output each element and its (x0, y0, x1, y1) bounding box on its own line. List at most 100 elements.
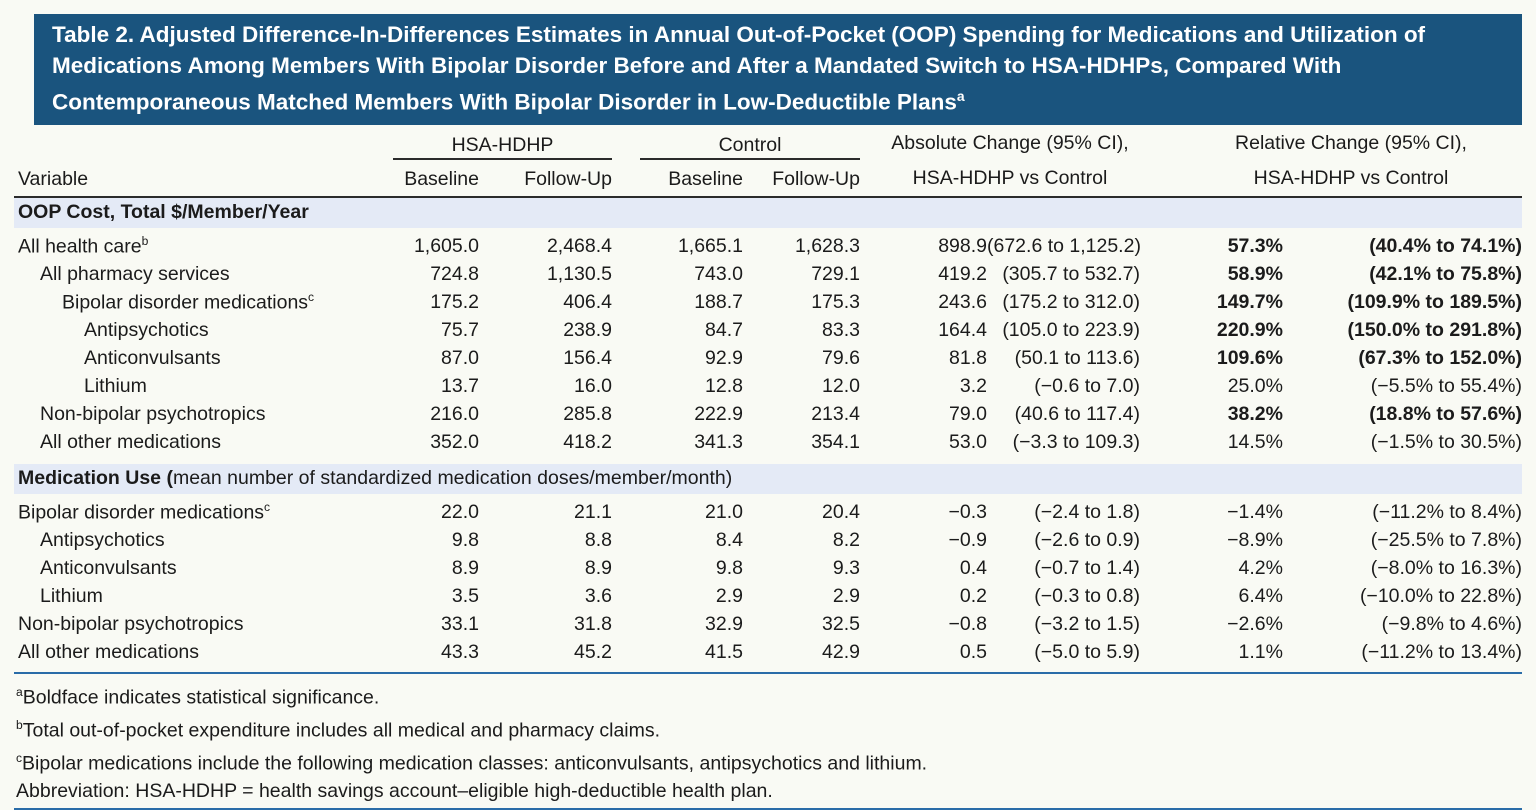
cell-abs-change: −0.9 (948, 529, 988, 551)
cell-control-baseline: 8.4 (715, 529, 743, 551)
table-row: All other medications 43.3 45.2 41.5 42.9 0.5… (14, 639, 1522, 667)
cell-rel-ci: (−8.0% to 16.3%) (1370, 557, 1522, 579)
row-label: Anticonvulsants (40, 557, 177, 579)
footnote-abbreviation-text: Abbreviation: HSA-HDHP = health savings … (16, 779, 773, 802)
column-header-hsa-baseline: Baseline (404, 167, 479, 190)
cell-abs-ci: (−3.2 to 1.5) (1034, 613, 1140, 635)
cell-hsa-baseline: 724.8 (430, 263, 479, 285)
cell-hsa-baseline: 75.7 (441, 319, 479, 341)
cell-rel-change: 25.0% (1227, 375, 1283, 397)
cell-control-followup: 79.6 (822, 347, 860, 369)
cell-hsa-baseline: 175.2 (430, 291, 479, 313)
cell-rel-ci: (−5.5% to 55.4%) (1370, 375, 1522, 397)
cell-rel-ci: (42.1% to 75.8%) (1369, 263, 1522, 285)
cell-hsa-baseline: 9.8 (451, 529, 479, 551)
cell-control-baseline: 1,665.1 (677, 235, 743, 257)
cell-hsa-baseline: 1,605.0 (413, 235, 479, 257)
cell-hsa-followup: 16.0 (574, 375, 612, 397)
table-title-bar: Table 2. Adjusted Difference-In-Differen… (34, 14, 1522, 125)
cell-hsa-followup: 418.2 (563, 431, 612, 453)
cell-rel-change: −1.4% (1227, 501, 1283, 523)
row-label: Lithium (84, 375, 147, 397)
cell-abs-ci: (−0.3 to 0.8) (1034, 585, 1140, 607)
footnote-c-marker: c (16, 750, 23, 765)
cell-rel-ci: (150.0% to 291.8%) (1347, 319, 1522, 341)
cell-rel-change: 1.1% (1238, 641, 1283, 663)
footnote-b-marker: b (16, 717, 23, 732)
cell-control-baseline: 188.7 (694, 291, 743, 313)
cell-abs-change: 0.4 (959, 557, 987, 579)
cell-abs-change: −0.8 (948, 613, 988, 635)
absolute-change-line2: HSA-HDHP vs Control (912, 166, 1108, 189)
cell-rel-change: 6.4% (1238, 585, 1283, 607)
column-header-variable: Variable (18, 167, 89, 190)
cell-hsa-baseline: 216.0 (430, 403, 479, 425)
table-row: Lithium 3.5 3.6 2.9 2.9 0.2 (−0.3 to 0.8) 6.4% (… (14, 583, 1522, 611)
footnotes: aBoldface indicates statistical signific… (14, 674, 1522, 806)
cell-abs-ci: (−5.0 to 5.9) (1034, 641, 1140, 663)
cell-abs-ci: (305.7 to 532.7) (1002, 263, 1140, 285)
cell-rel-change: −8.9% (1227, 529, 1283, 551)
row-label: Bipolar disorder medicationsc (18, 500, 271, 524)
cell-control-followup: 175.3 (811, 291, 860, 313)
cell-hsa-baseline: 3.5 (451, 585, 479, 607)
table-row: Non-bipolar psychotropics 33.1 31.8 32.9 32.… (14, 611, 1522, 639)
cell-abs-ci: (−0.7 to 1.4) (1034, 557, 1140, 579)
cell-abs-change: 3.2 (959, 375, 987, 397)
cell-hsa-followup: 8.8 (584, 529, 612, 551)
cell-hsa-followup: 238.9 (563, 319, 612, 341)
cell-abs-ci: (672.6 to 1,125.2) (987, 235, 1141, 257)
footnote-a-text: Boldface indicates statistical significa… (22, 686, 380, 708)
footnote-abbreviation: Abbreviation: HSA-HDHP = health savings … (16, 778, 1522, 806)
cell-rel-change: 109.6% (1216, 347, 1283, 369)
cell-abs-ci: (−2.4 to 1.8) (1034, 501, 1140, 523)
absolute-change-line1: Absolute Change (95% CI), (891, 131, 1129, 154)
cell-control-followup: 2.9 (832, 585, 860, 607)
cell-rel-ci: (40.4% to 74.1%) (1369, 235, 1522, 257)
cell-control-baseline: 341.3 (694, 431, 743, 453)
table-header: Variable HSA-HDHP Control Baseline Follo… (14, 130, 1522, 198)
row-label: Lithium (40, 585, 103, 607)
cell-rel-ci: (18.8% to 57.6%) (1369, 403, 1522, 425)
cell-hsa-followup: 3.6 (584, 585, 612, 607)
section-header: Medication Use (mean number of standardi… (14, 463, 1522, 494)
column-header-relative-change: Relative Change (95% CI), HSA-HDHP vs Co… (1140, 130, 1522, 196)
footnote-c-text: Bipolar medications include the followin… (22, 752, 928, 774)
cell-rel-ci: (109.9% to 189.5%) (1347, 291, 1522, 313)
cell-abs-change: 243.6 (938, 291, 987, 313)
cell-control-baseline: 743.0 (694, 263, 743, 285)
cell-control-baseline: 21.0 (705, 501, 743, 523)
cell-control-followup: 12.0 (822, 375, 860, 397)
cell-abs-change: 419.2 (938, 263, 987, 285)
column-header-control-baseline: Baseline (668, 167, 743, 190)
cell-rel-ci: (67.3% to 152.0%) (1358, 347, 1522, 369)
row-label: Antipsychotics (40, 529, 165, 551)
footnote-b-text: Total out-of-pocket expenditure includes… (22, 719, 661, 741)
section-header: OOP Cost, Total $/Member/Year (14, 197, 1522, 228)
table-title-superscript: a (956, 88, 965, 104)
cell-rel-change: 149.7% (1216, 291, 1283, 313)
cell-rel-ci: (−1.5% to 30.5%) (1370, 431, 1522, 453)
relative-change-line1: Relative Change (95% CI), (1235, 131, 1467, 154)
cell-hsa-followup: 285.8 (563, 403, 612, 425)
cell-control-baseline: 41.5 (705, 641, 743, 663)
cell-hsa-baseline: 352.0 (430, 431, 479, 453)
table-body: OOP Cost, Total $/Member/Year All health … (14, 197, 1522, 667)
cell-control-followup: 83.3 (822, 319, 860, 341)
cell-rel-ci: (−11.2% to 8.4%) (1372, 501, 1522, 523)
cell-control-followup: 354.1 (811, 431, 860, 453)
cell-abs-ci: (−3.3 to 109.3) (1012, 431, 1140, 453)
cell-rel-ci: (−10.0% to 22.8%) (1359, 585, 1522, 607)
cell-abs-change: 0.5 (959, 641, 987, 663)
cell-hsa-baseline: 22.0 (441, 501, 479, 523)
row-label: All pharmacy services (40, 263, 230, 285)
cell-hsa-baseline: 43.3 (441, 641, 479, 663)
cell-rel-change: 58.9% (1227, 263, 1283, 285)
table-row: Bipolar disorder medicationsc 175.2 406.4 1… (14, 289, 1522, 317)
cell-hsa-followup: 45.2 (574, 641, 612, 663)
cell-control-followup: 729.1 (811, 263, 860, 285)
cell-abs-change: 0.2 (959, 585, 987, 607)
cell-control-baseline: 92.9 (705, 347, 743, 369)
cell-hsa-baseline: 33.1 (441, 613, 479, 635)
table-row: All health careb 1,605.0 2,468.4 1,665.1 1,6… (14, 233, 1522, 261)
